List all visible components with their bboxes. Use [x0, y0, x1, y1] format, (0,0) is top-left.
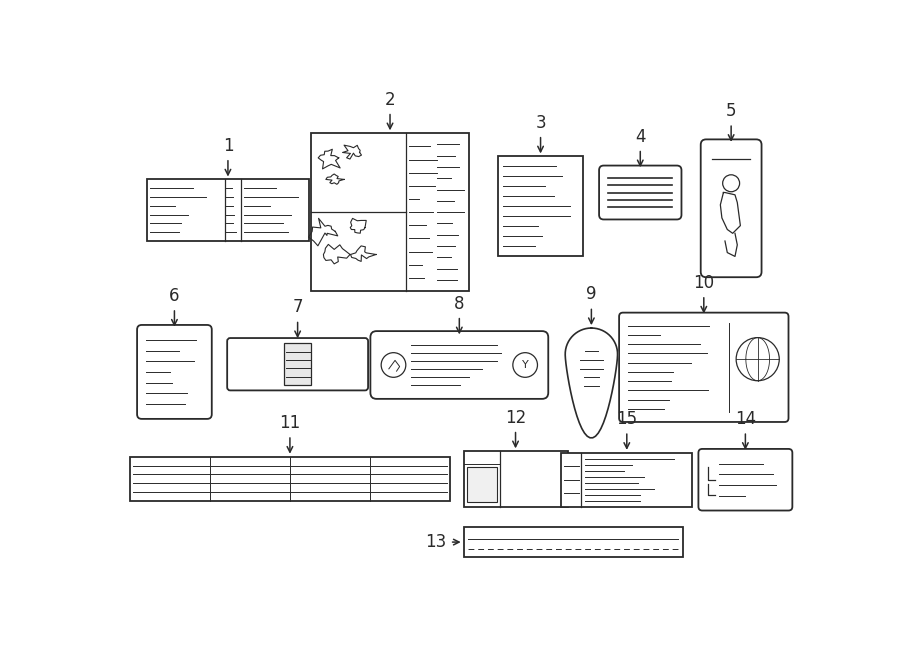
- Text: 10: 10: [693, 274, 715, 292]
- Text: 14: 14: [734, 410, 756, 428]
- FancyBboxPatch shape: [619, 313, 788, 422]
- Bar: [147, 179, 309, 241]
- Bar: [466, 467, 497, 502]
- Bar: [464, 527, 683, 557]
- Text: 7: 7: [292, 299, 303, 317]
- Text: 15: 15: [616, 410, 637, 428]
- FancyBboxPatch shape: [371, 331, 548, 399]
- Text: 12: 12: [505, 408, 526, 426]
- Text: 5: 5: [726, 102, 736, 120]
- Bar: [499, 156, 583, 256]
- Text: 6: 6: [169, 287, 180, 305]
- Bar: [284, 344, 311, 385]
- FancyBboxPatch shape: [599, 165, 681, 219]
- Bar: [464, 451, 568, 507]
- Text: 9: 9: [586, 286, 597, 303]
- Bar: [130, 457, 450, 501]
- Bar: [311, 134, 469, 291]
- Text: 2: 2: [384, 91, 395, 108]
- FancyBboxPatch shape: [701, 139, 761, 277]
- Text: 3: 3: [536, 114, 546, 132]
- FancyBboxPatch shape: [698, 449, 792, 510]
- Text: 11: 11: [279, 414, 301, 432]
- Bar: [562, 453, 692, 507]
- FancyBboxPatch shape: [227, 338, 368, 391]
- Text: 13: 13: [426, 533, 446, 551]
- Text: 8: 8: [454, 295, 464, 313]
- Text: 1: 1: [222, 137, 233, 155]
- Text: Y: Y: [522, 360, 528, 370]
- FancyBboxPatch shape: [137, 325, 211, 419]
- Polygon shape: [565, 328, 617, 438]
- Text: 4: 4: [635, 128, 645, 145]
